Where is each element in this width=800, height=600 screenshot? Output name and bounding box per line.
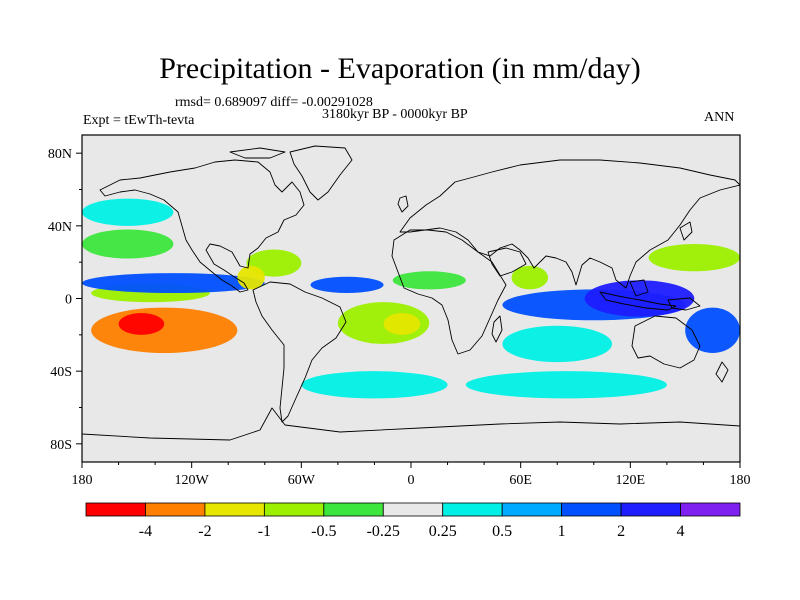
colorbar-swatch [382, 502, 444, 517]
field-region [91, 307, 238, 353]
experiment-label: Expt = tEwTh-tevta [83, 113, 195, 128]
x-tick-label: 120E [616, 473, 646, 488]
colorbar-swatch [680, 502, 741, 517]
coast-arabia [487, 247, 527, 277]
colorbar-swatch [263, 502, 325, 517]
colorbar-swatch [442, 502, 503, 517]
colorbar-label: -0.25 [367, 523, 400, 540]
coast-madagascar [491, 315, 503, 343]
colorbar-label: -2 [198, 523, 211, 540]
axis-ticks [76, 152, 741, 468]
coast-greenland [289, 145, 353, 201]
coast-new-zealand [715, 361, 729, 383]
colorbar-label: 2 [617, 523, 625, 540]
y-tick-label: 40S [50, 365, 72, 380]
coast-new-guinea [667, 297, 701, 311]
coast-africa [391, 229, 507, 355]
coast-japan [679, 221, 693, 241]
colorbar-label: 4 [677, 523, 685, 540]
field-region [310, 276, 384, 294]
field-region [383, 313, 421, 335]
stats-subtitle: rmsd= 0.689097 diff= -0.00291028 [175, 95, 373, 110]
colorbar: -4 -2 -1 -0.5 -0.25 0.25 0.5 1 2 4 [85, 502, 741, 540]
colorbar-label: 0.5 [492, 523, 512, 540]
map-area [82, 135, 740, 462]
x-tick-label: 120W [175, 473, 210, 488]
coast-south-america [252, 281, 347, 423]
colorbar-swatch [620, 502, 681, 517]
y-tick-label: 40N [48, 220, 72, 235]
field-region [502, 325, 613, 363]
coast-uk [397, 195, 409, 213]
period-label: 3180kyr BP - 0000kyr BP [322, 107, 468, 122]
field-region [82, 229, 174, 259]
colorbar-swatch [204, 502, 265, 517]
colorbar-swatch [323, 502, 384, 517]
colorbar-swatch [561, 502, 622, 517]
field-region [685, 307, 740, 353]
colorbar-swatch [145, 502, 206, 517]
coast-antarctica [82, 407, 740, 441]
coast-arctic-islands [229, 147, 286, 159]
field-region [118, 313, 165, 335]
field-region [648, 244, 740, 272]
colorbar-label: 0.25 [429, 523, 457, 540]
field-region [82, 198, 174, 226]
coast-borneo [629, 279, 649, 297]
colorbar-label: -0.5 [311, 523, 336, 540]
x-tick-label: 60W [288, 473, 316, 488]
y-tick-label: 80N [48, 147, 72, 162]
field-region [301, 371, 448, 399]
y-tick-label: 0 [65, 293, 72, 308]
x-tick-label: 0 [408, 473, 415, 488]
field-layer [82, 198, 740, 399]
coastline-layer [82, 145, 740, 441]
colorbar-label: -4 [139, 523, 152, 540]
coast-australia [631, 315, 701, 369]
x-tick-label: 180 [72, 473, 93, 488]
colorbar-label: 1 [558, 523, 566, 540]
field-region [584, 280, 695, 317]
x-tick-label: 60E [509, 473, 532, 488]
field-region [392, 271, 466, 290]
axis-labels: 80N 40N 0 40S 80S 180 120W 60W 0 60E 120E 180 [48, 147, 751, 488]
field-region [237, 265, 265, 290]
season-label: ANN [704, 110, 735, 125]
colorbar-swatch [85, 502, 146, 517]
coast-north-america [99, 159, 305, 293]
map-title: Precipitation - Evaporation (in mm/day) [159, 52, 641, 85]
x-tick-label: 180 [730, 473, 751, 488]
y-tick-label: 80S [50, 438, 72, 453]
field-region [465, 371, 667, 399]
field-region [511, 265, 549, 290]
colorbar-swatch [501, 502, 563, 517]
colorbar-label: -1 [258, 523, 271, 540]
